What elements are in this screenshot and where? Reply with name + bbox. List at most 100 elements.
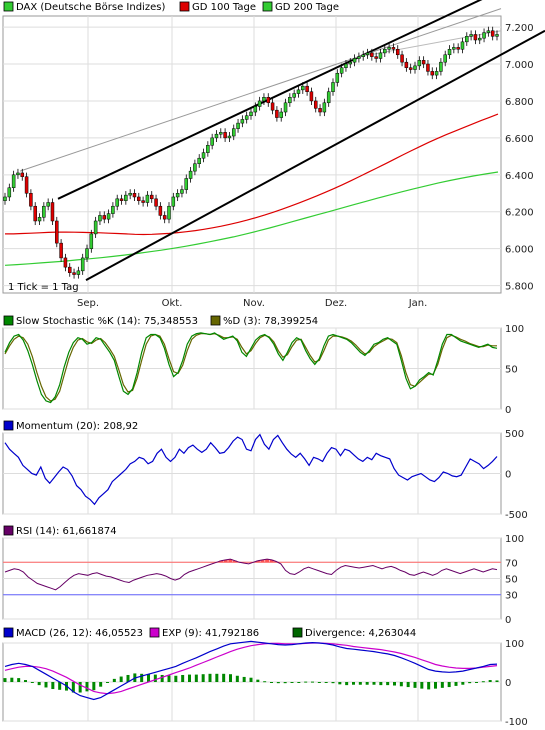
candle bbox=[231, 128, 236, 137]
divergence-bar bbox=[229, 674, 232, 682]
candle bbox=[11, 174, 16, 188]
candle bbox=[313, 100, 318, 109]
divergence-bar bbox=[208, 673, 212, 682]
legend-exp-swatch bbox=[149, 627, 160, 638]
x-tick-label: Okt. bbox=[162, 298, 183, 309]
candle bbox=[279, 111, 283, 118]
candle bbox=[387, 47, 391, 50]
price-y-ticks: 5.800 6.000 6.200 6.400 6.600 6.800 7.000 7.200 bbox=[505, 23, 534, 293]
candle bbox=[430, 71, 435, 76]
momentum-grid bbox=[3, 432, 501, 515]
candle bbox=[175, 193, 180, 198]
candle bbox=[188, 170, 193, 179]
candle bbox=[482, 32, 486, 39]
price-panel: 5.800 6.000 6.200 6.400 6.600 6.800 7.000 7.200… bbox=[2, 0, 545, 309]
stochastic-k-line bbox=[4, 332, 498, 404]
candle bbox=[197, 157, 201, 164]
x-tick-label: Sep. bbox=[77, 298, 99, 309]
candle bbox=[55, 220, 59, 244]
divergence-bar bbox=[317, 682, 321, 683]
stochastic-lines bbox=[4, 332, 498, 404]
divergence-bar bbox=[413, 682, 417, 688]
candle bbox=[309, 91, 314, 102]
divergence-bar bbox=[440, 682, 444, 688]
divergence-bar bbox=[270, 682, 273, 683]
divergence-bar bbox=[324, 682, 328, 683]
candle bbox=[171, 196, 176, 207]
price-candles bbox=[3, 26, 499, 279]
divergence-bar bbox=[358, 682, 362, 685]
legend-gd200-label: GD 200 Tage bbox=[275, 2, 339, 13]
candle bbox=[184, 178, 189, 190]
rsi-overbought-segment bbox=[232, 560, 237, 563]
divergence-bar bbox=[338, 682, 342, 685]
candle bbox=[404, 61, 409, 68]
candle bbox=[67, 266, 72, 273]
divergence-bar bbox=[495, 680, 499, 682]
candle bbox=[167, 205, 171, 220]
legend-momentum-swatch bbox=[3, 420, 14, 431]
candle bbox=[158, 205, 163, 216]
gd100-line bbox=[5, 113, 499, 236]
candle bbox=[20, 172, 25, 177]
candle bbox=[434, 71, 439, 76]
y-tick-label: 70 bbox=[505, 558, 518, 569]
price-panel-frame bbox=[2, 15, 502, 294]
candle bbox=[357, 56, 361, 59]
candle bbox=[106, 213, 111, 220]
divergence-bar bbox=[297, 682, 301, 683]
candle bbox=[378, 52, 383, 59]
legend-gd200-swatch bbox=[262, 1, 273, 12]
candle bbox=[395, 48, 400, 56]
candle bbox=[339, 67, 344, 74]
momentum-legend: Momentum (20): 208,92 bbox=[3, 420, 138, 432]
legend-rsi-label: RSI (14): 61,661874 bbox=[16, 526, 117, 537]
candle bbox=[344, 63, 348, 68]
candle bbox=[33, 205, 37, 222]
divergence-bar bbox=[393, 682, 396, 686]
candle bbox=[486, 30, 491, 33]
candle bbox=[72, 272, 76, 275]
divergence-bar bbox=[215, 673, 219, 682]
divergence-bar bbox=[372, 682, 376, 685]
divergence-bar bbox=[112, 678, 116, 682]
divergence-bar bbox=[365, 682, 369, 685]
candle bbox=[270, 102, 275, 111]
divergence-bar bbox=[386, 682, 390, 686]
y-tick-label: 50 bbox=[505, 365, 518, 376]
candle bbox=[80, 257, 85, 272]
divergence-bar bbox=[256, 679, 260, 682]
divergence-bar bbox=[140, 673, 144, 682]
long-trend-line bbox=[19, 8, 502, 172]
divergence-bar bbox=[85, 682, 89, 692]
candle bbox=[439, 61, 443, 72]
candle bbox=[283, 102, 288, 113]
candle bbox=[89, 233, 94, 249]
candle bbox=[318, 108, 322, 113]
y-tick-label: 100 bbox=[505, 324, 524, 335]
y-tick-label: -500 bbox=[505, 510, 528, 521]
stochastic-panel: 0 50 100 Slow Stochastic %K (14): 75,34855… bbox=[2, 315, 524, 416]
divergence-bar bbox=[331, 682, 335, 684]
candle bbox=[16, 172, 20, 176]
candle bbox=[223, 132, 227, 139]
legend-divergence-label: Divergence: 4,263044 bbox=[305, 628, 416, 639]
candle bbox=[210, 137, 214, 146]
candle bbox=[42, 205, 46, 218]
macd-lines bbox=[4, 640, 498, 701]
divergence-bar bbox=[488, 680, 492, 682]
candle bbox=[266, 97, 271, 104]
y-tick-label: 6.800 bbox=[505, 97, 534, 108]
divergence-bar bbox=[194, 674, 198, 682]
macd-panel: -100 0 100 MACD (26, 12): 46,05523 EXP (9)… bbox=[2, 627, 528, 728]
candle bbox=[145, 194, 150, 203]
candle bbox=[214, 133, 219, 139]
divergence-bar bbox=[454, 682, 458, 686]
rsi-overbought-segment bbox=[260, 559, 265, 563]
candle bbox=[335, 72, 340, 83]
divergence-bar bbox=[242, 676, 246, 682]
legend-k-label: Slow Stochastic %K (14): 75,348553 bbox=[16, 316, 198, 327]
divergence-bar bbox=[17, 678, 21, 682]
candle bbox=[98, 215, 102, 222]
candle bbox=[3, 196, 7, 201]
